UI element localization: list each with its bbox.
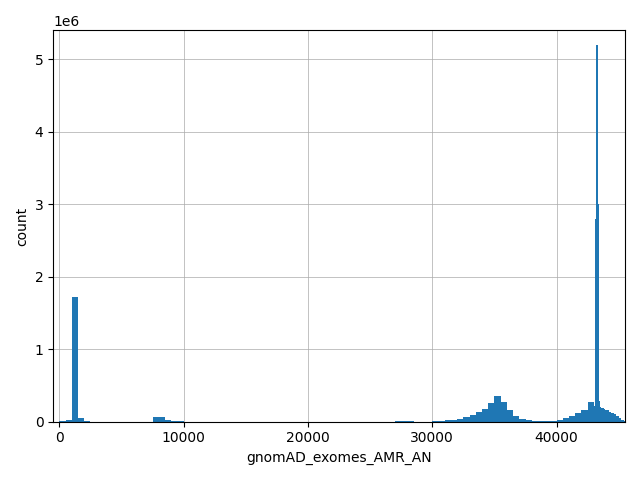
Bar xyxy=(604,409,605,422)
Bar xyxy=(488,403,495,422)
Bar xyxy=(614,414,616,422)
Bar xyxy=(594,406,595,422)
Bar xyxy=(563,419,569,422)
Bar xyxy=(588,402,594,422)
Bar xyxy=(598,204,599,422)
Bar xyxy=(616,416,619,422)
Bar xyxy=(532,420,538,422)
Bar xyxy=(84,421,90,422)
Bar xyxy=(172,421,177,422)
Bar xyxy=(438,421,445,422)
Bar xyxy=(595,219,596,422)
Bar xyxy=(457,419,463,422)
Bar xyxy=(500,402,507,422)
Bar xyxy=(401,421,408,422)
Bar xyxy=(159,417,165,422)
Bar xyxy=(544,421,550,422)
Bar xyxy=(513,416,519,422)
Bar xyxy=(463,418,470,422)
Bar xyxy=(65,420,72,422)
Bar xyxy=(519,419,525,422)
Bar xyxy=(602,408,603,422)
Bar xyxy=(525,420,532,422)
Bar xyxy=(495,396,500,422)
Y-axis label: count: count xyxy=(15,206,29,245)
Bar xyxy=(451,420,457,422)
Bar xyxy=(152,417,159,422)
Bar xyxy=(596,45,598,422)
Bar xyxy=(72,297,78,422)
Bar xyxy=(624,421,627,422)
Bar xyxy=(78,418,84,422)
Bar xyxy=(621,420,624,422)
Bar xyxy=(507,410,513,422)
Bar xyxy=(538,421,544,422)
Bar xyxy=(605,410,606,422)
Bar xyxy=(557,420,563,422)
Bar xyxy=(600,407,602,422)
Bar xyxy=(603,408,604,422)
Bar xyxy=(606,410,609,422)
Bar xyxy=(470,415,476,422)
Bar xyxy=(476,412,482,422)
Bar xyxy=(482,408,488,422)
Bar xyxy=(619,418,621,422)
Bar xyxy=(445,420,451,422)
Bar xyxy=(611,413,614,422)
Bar xyxy=(575,413,582,422)
Bar xyxy=(609,411,611,422)
Bar xyxy=(165,420,172,422)
Bar xyxy=(550,420,557,422)
Bar xyxy=(569,416,575,422)
Bar xyxy=(582,410,588,422)
Bar xyxy=(599,401,600,422)
X-axis label: gnomAD_exomes_AMR_AN: gnomAD_exomes_AMR_AN xyxy=(246,451,432,465)
